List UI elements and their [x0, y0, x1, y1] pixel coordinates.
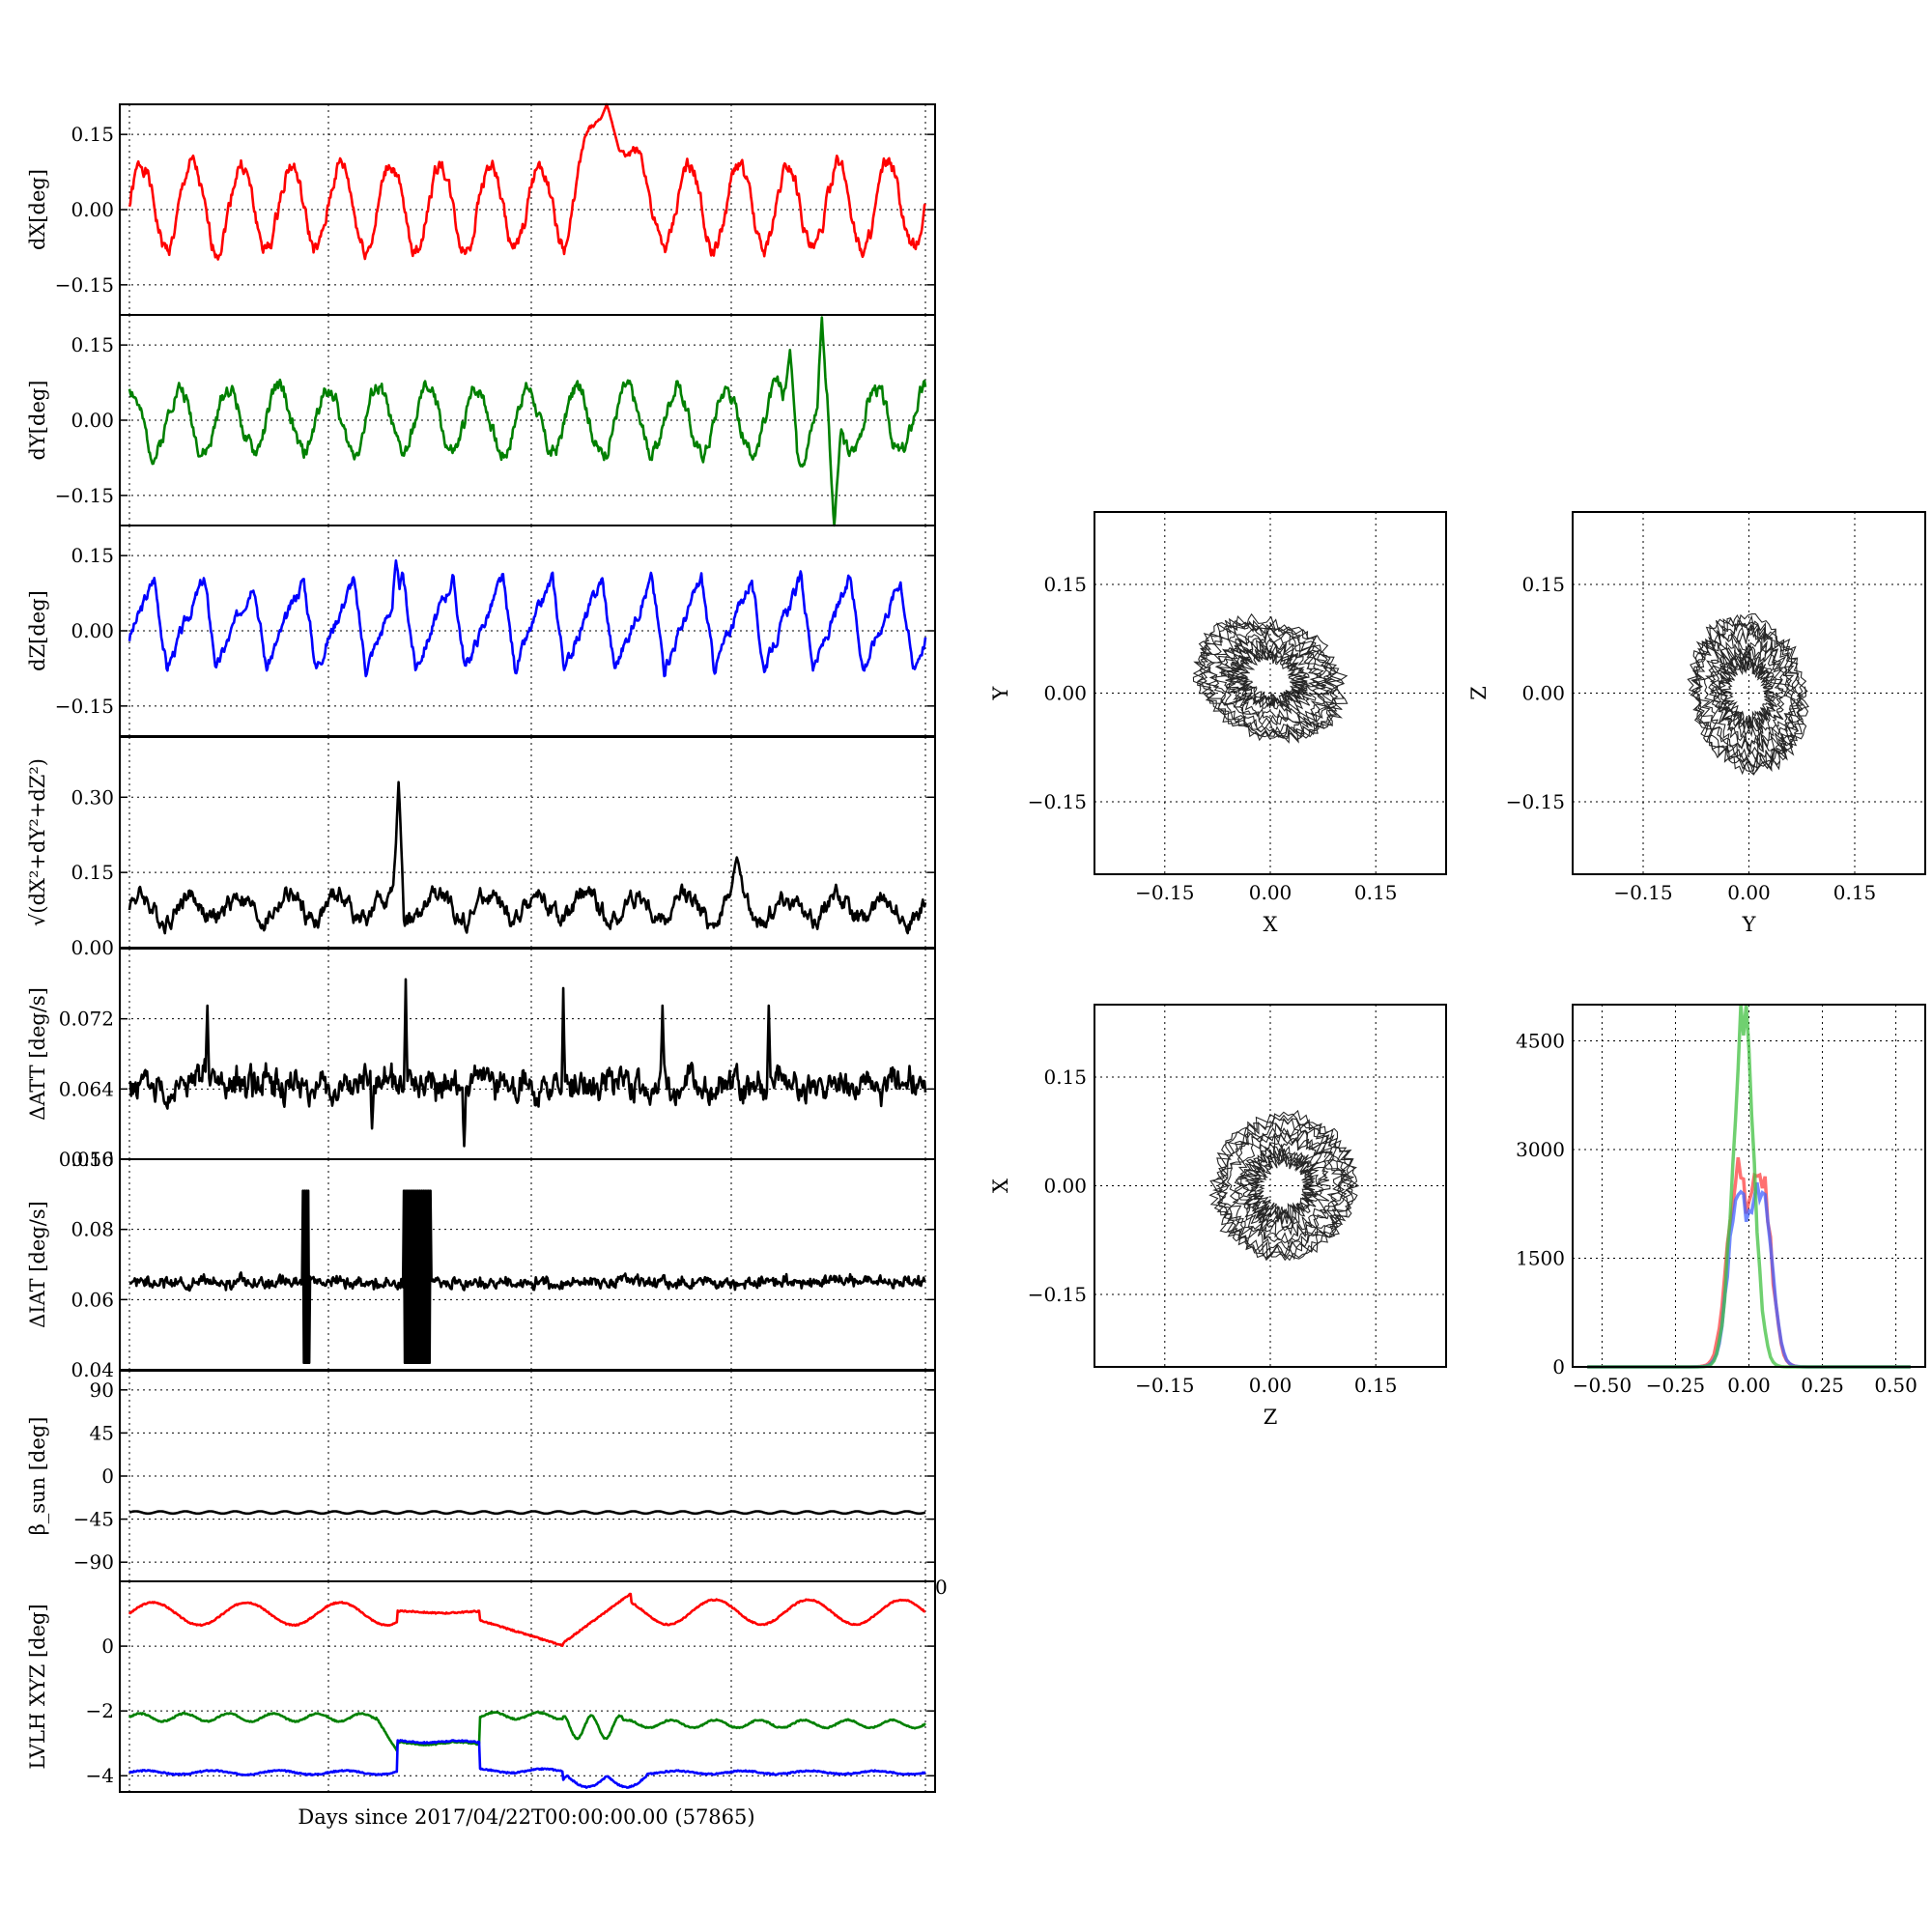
ytick-label: 0.15 [71, 333, 114, 356]
hist-series-line [1587, 1181, 1911, 1369]
panel-ylabel-att: ΔATT [deg/s] [26, 987, 49, 1121]
panel-frame-hist [1572, 1004, 1926, 1368]
series-line-lvlh [128, 1739, 926, 1789]
series-line-iat [128, 1189, 926, 1364]
xtick-label: 0.25 [1801, 1374, 1844, 1397]
ytick-label: 0 [101, 1464, 114, 1488]
series-line-lvlh [128, 1592, 926, 1647]
panel-frame-yz [1572, 511, 1926, 875]
series-line-att [128, 978, 927, 1148]
xtick-label: 0.15 [1354, 1374, 1398, 1397]
xtick-label: 0.00 [1727, 1374, 1771, 1397]
ytick-label: −45 [73, 1508, 114, 1531]
figure-xlabel: Days since 2017/04/22T00:00:00.00 (57865… [298, 1805, 754, 1829]
panel-ylabel-xy: Y [989, 685, 1012, 700]
ytick-label: −4 [86, 1764, 114, 1787]
ytick-label: 0.00 [71, 936, 114, 959]
series-line-dx [128, 102, 927, 261]
series-line-mag [128, 781, 927, 935]
ytick-label: 45 [90, 1421, 114, 1444]
xtick-label: −0.15 [1613, 881, 1672, 904]
panel-ylabel-dz: dZ[deg] [26, 590, 49, 671]
ytick-label: 0.15 [1043, 573, 1087, 596]
ytick-label: 0 [1552, 1355, 1565, 1378]
panel-ylabel-dx: dX[deg] [26, 169, 49, 250]
xtick-label: 0.00 [1727, 881, 1771, 904]
series-line-dz [128, 559, 927, 678]
scatter-trace-xy [1192, 612, 1349, 744]
ytick-label: −2 [86, 1699, 114, 1722]
ytick-label: 0.064 [59, 1077, 114, 1100]
ytick-label: 0.04 [71, 1358, 114, 1381]
scatter-trace-zx [1208, 1109, 1360, 1262]
stray-tick-label: 0 [935, 1576, 948, 1599]
ytick-label: 90 [90, 1378, 114, 1402]
series-line-lvlh [128, 1710, 927, 1752]
ytick-label: −0.15 [1028, 790, 1087, 813]
ytick-label: 0.072 [59, 1008, 114, 1031]
xtick-label: −0.15 [1135, 1374, 1194, 1397]
scatter-trace-yz [1687, 613, 1809, 776]
ytick-label: 0.15 [71, 861, 114, 884]
panel-xlabel-xy: X [1264, 913, 1278, 936]
panel-ylabel-mag: √(dX²+dY²+dZ²) [26, 758, 49, 926]
ytick-label: −90 [73, 1550, 114, 1574]
panel-ylabel-iat: ΔIAT [deg/s] [26, 1201, 49, 1328]
ytick-label: 0.00 [71, 198, 114, 221]
xtick-label: 0.00 [1249, 881, 1293, 904]
series-line-beta [128, 1510, 926, 1516]
xtick-label: 0.50 [1874, 1374, 1918, 1397]
ytick-label: 0.00 [1043, 682, 1087, 705]
xtick-label: 0.15 [1354, 881, 1398, 904]
ytick-label: 0.056 [59, 1148, 114, 1171]
ytick-label: 0.00 [71, 409, 114, 432]
ytick-label: −0.15 [55, 273, 114, 297]
panel-xlabel-zx: Z [1264, 1406, 1278, 1429]
panel-frame-mag [119, 736, 936, 949]
panel-ylabel-zx: X [989, 1179, 1012, 1193]
panel-xlabel-yz: Y [1742, 913, 1757, 936]
panel-ylabel-dy: dY[deg] [26, 380, 49, 460]
ytick-label: −0.15 [1506, 790, 1565, 813]
ytick-label: −0.15 [55, 484, 114, 507]
panel-frame-lvlh [119, 1580, 936, 1793]
xtick-label: 0.00 [1249, 1374, 1293, 1397]
ytick-label: 4500 [1516, 1030, 1565, 1053]
panel-frame-iat [119, 1158, 936, 1371]
panel-frame-xy [1094, 511, 1447, 875]
ytick-label: −0.15 [55, 695, 114, 718]
ytick-label: 0.00 [1043, 1175, 1087, 1198]
ytick-label: 0.15 [1043, 1065, 1087, 1089]
ytick-label: 1500 [1516, 1247, 1565, 1270]
ytick-label: 3000 [1516, 1138, 1565, 1161]
xtick-label: −0.15 [1135, 881, 1194, 904]
panel-frame-att [119, 948, 936, 1160]
ytick-label: 0.06 [71, 1288, 114, 1311]
xtick-label: 0.15 [1833, 881, 1877, 904]
panel-frame-zx [1094, 1004, 1447, 1368]
ytick-label: 0.15 [71, 544, 114, 567]
series-line-dy [128, 316, 927, 527]
panel-ylabel-beta: β_sun [deg] [26, 1417, 49, 1536]
ytick-label: 0 [101, 1634, 114, 1658]
xtick-label: −0.50 [1573, 1374, 1632, 1397]
ytick-label: 0.15 [71, 123, 114, 146]
panel-ylabel-yz: Z [1467, 686, 1491, 700]
ytick-label: 0.15 [1521, 573, 1565, 596]
ytick-label: 0.00 [1521, 682, 1565, 705]
ytick-label: 0.10 [71, 1148, 114, 1171]
ytick-label: 0.30 [71, 785, 114, 809]
xtick-label: −0.25 [1646, 1374, 1705, 1397]
ytick-label: 0.08 [71, 1218, 114, 1241]
panel-ylabel-lvlh: LVLH XYZ [deg] [26, 1604, 49, 1769]
ytick-label: 0.00 [71, 619, 114, 642]
ytick-label: −0.15 [1028, 1283, 1087, 1306]
